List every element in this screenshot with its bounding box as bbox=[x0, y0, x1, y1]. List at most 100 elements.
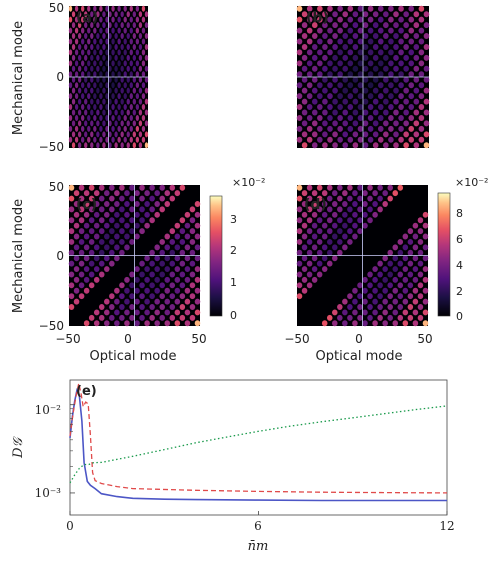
heatmap-cell bbox=[418, 136, 425, 143]
x-tick-c-right: 50 bbox=[191, 332, 206, 346]
heatmap-cell bbox=[90, 43, 94, 50]
heatmap-cell bbox=[347, 228, 353, 235]
heatmap-cell bbox=[105, 49, 109, 56]
heatmap-cell bbox=[149, 304, 155, 311]
heatmap-cell bbox=[144, 22, 149, 29]
heatmap-cell bbox=[398, 27, 404, 34]
heatmap-cell bbox=[367, 282, 373, 289]
heatmap-cell bbox=[93, 82, 97, 89]
heatmap-cell bbox=[124, 298, 130, 305]
colorbar-c-tick-0: 0 bbox=[230, 309, 237, 322]
heatmap-cell bbox=[139, 206, 145, 213]
heatmap-cell bbox=[88, 314, 95, 321]
panel-label-d: (d) bbox=[304, 197, 327, 213]
heatmap-cell bbox=[141, 60, 146, 67]
heatmap-cell bbox=[134, 320, 140, 327]
heatmap-cell bbox=[418, 60, 425, 67]
heatmap-cell bbox=[352, 131, 359, 138]
heatmap-cell bbox=[352, 200, 358, 207]
heatmap-cell bbox=[174, 222, 181, 229]
heatmap-cell bbox=[88, 228, 95, 235]
heatmap-cell bbox=[306, 249, 313, 256]
heatmap-cell bbox=[139, 282, 145, 289]
heatmap-cell bbox=[105, 38, 109, 45]
heatmap-cell bbox=[332, 11, 338, 18]
heatmap-cell bbox=[99, 49, 103, 56]
heatmap-cell bbox=[377, 304, 383, 311]
heatmap-cell bbox=[367, 314, 373, 321]
heatmap-cell bbox=[347, 5, 354, 12]
heatmap-cell bbox=[367, 5, 374, 12]
heatmap-cell bbox=[138, 98, 143, 105]
heatmap-cell bbox=[111, 125, 115, 132]
heatmap-cell bbox=[422, 287, 429, 294]
heatmap-cell bbox=[398, 114, 404, 121]
heatmap-cell bbox=[412, 320, 419, 327]
heatmap-cell bbox=[105, 136, 109, 143]
heatmap-cell bbox=[194, 298, 201, 305]
heatmap-cell bbox=[189, 314, 196, 321]
heatmap-cell bbox=[337, 114, 343, 121]
heatmap-cell bbox=[84, 98, 88, 105]
heatmap-cell bbox=[90, 109, 94, 116]
colorbar-c-tick-3: 3 bbox=[230, 213, 237, 226]
heatmap-cell bbox=[149, 184, 155, 191]
heatmap-cell bbox=[393, 76, 399, 83]
heatmap-cell bbox=[99, 16, 103, 23]
heatmap-cell bbox=[119, 249, 125, 256]
heatmap-cell bbox=[367, 304, 373, 311]
heatmap-cell bbox=[74, 136, 79, 143]
heatmap-cell bbox=[357, 282, 363, 289]
y-tick-c-top: 50 bbox=[49, 180, 64, 194]
y-tick-e-upper: 10⁻² bbox=[35, 403, 62, 417]
heatmap-cell bbox=[194, 320, 201, 327]
heatmap-cell bbox=[90, 76, 94, 83]
heatmap-cell bbox=[316, 217, 323, 224]
heatmap-cell bbox=[387, 282, 393, 289]
heatmap-cell bbox=[423, 33, 430, 40]
heatmap-cell bbox=[78, 293, 85, 300]
heatmap-cell bbox=[77, 11, 82, 18]
heatmap-cell bbox=[132, 11, 136, 18]
heatmap-cell bbox=[179, 217, 186, 224]
heatmap-cell bbox=[311, 76, 318, 83]
heatmap-cell bbox=[120, 65, 124, 72]
heatmap-cell bbox=[388, 16, 394, 23]
heatmap-cell bbox=[322, 22, 328, 29]
heatmap-cell bbox=[68, 93, 73, 100]
heatmap-cell bbox=[77, 120, 82, 127]
heatmap-cell bbox=[347, 93, 354, 100]
heatmap-cell bbox=[422, 211, 429, 218]
heatmap-cell bbox=[194, 309, 201, 316]
heatmap-cell bbox=[377, 49, 384, 56]
heatmap-cell bbox=[78, 260, 85, 267]
heatmap-cell bbox=[388, 136, 394, 143]
colorbar-d-tick-8: 8 bbox=[456, 207, 463, 220]
heatmap-cell bbox=[184, 244, 191, 251]
heatmap-cell bbox=[413, 65, 420, 72]
heatmap-cell bbox=[382, 200, 388, 207]
heatmap-cell bbox=[423, 131, 430, 138]
heatmap-cell bbox=[164, 266, 171, 273]
heatmap-cell bbox=[120, 142, 124, 149]
heatmap-cell bbox=[387, 195, 393, 202]
heatmap-cell bbox=[126, 54, 130, 61]
heatmap-cell bbox=[129, 60, 133, 67]
heatmap-cell bbox=[74, 125, 79, 132]
heatmap-cell bbox=[342, 11, 349, 18]
heatmap-cell bbox=[383, 142, 389, 149]
heatmap-cell bbox=[135, 38, 140, 45]
heatmap-cell bbox=[357, 104, 364, 111]
heatmap-cell bbox=[81, 104, 85, 111]
heatmap-cell bbox=[71, 109, 76, 116]
heatmap-cell bbox=[68, 27, 73, 34]
heatmap-cell bbox=[418, 16, 425, 23]
heatmap-cell bbox=[403, 11, 409, 18]
heatmap-cell bbox=[382, 190, 388, 197]
heatmap-cell bbox=[120, 22, 124, 29]
heatmap-cell bbox=[138, 11, 143, 18]
heatmap-cell bbox=[413, 22, 420, 29]
heatmap-cell bbox=[87, 71, 91, 78]
heatmap-cell bbox=[111, 71, 115, 78]
heatmap-cell bbox=[372, 190, 378, 197]
